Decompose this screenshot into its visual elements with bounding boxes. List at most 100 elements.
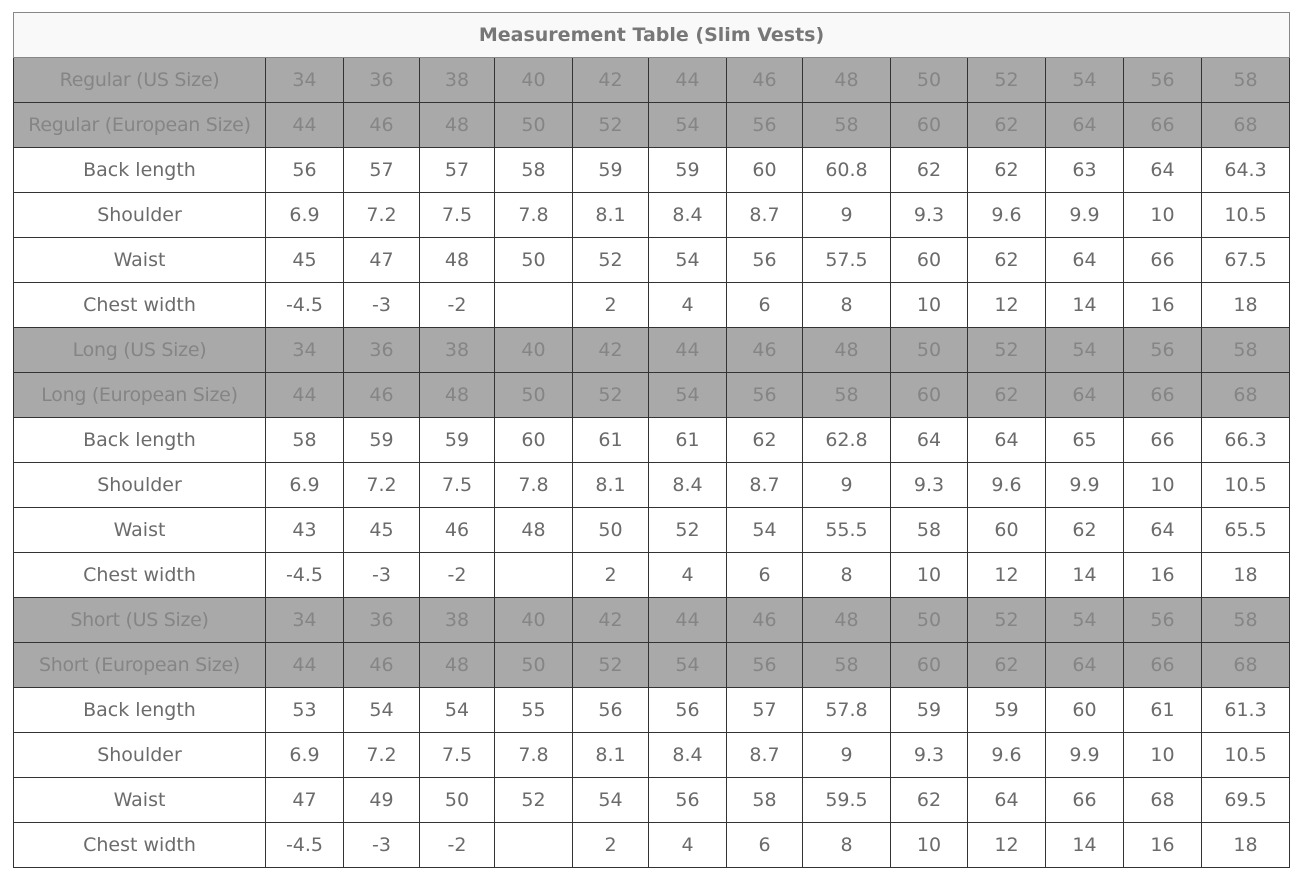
row-label: Back length [13,147,266,193]
cell: 62 [967,372,1046,418]
cell: 9.3 [890,192,968,238]
cell: 48 [802,597,891,643]
cell: 59 [967,687,1046,733]
row-label: Waist [13,237,266,283]
cell: 57 [343,147,420,193]
cell: 54 [1045,57,1124,103]
cell: 7.5 [419,192,495,238]
cell: 60 [726,147,803,193]
cell: 66 [1045,777,1124,823]
cell: 56 [726,642,803,688]
cell: 67.5 [1200,237,1291,283]
cell: 62 [890,147,968,193]
size-header-row-us: Regular (US Size) 34 36 38 40 42 44 46 48 50 52 54 5… [13,57,1291,103]
cell: 14 [1045,822,1124,868]
cell: 56 [726,237,803,283]
cell: 48 [419,102,495,148]
cell: 52 [967,327,1046,373]
cell: 60 [967,507,1046,553]
cell: 68 [1200,372,1291,418]
cell: 10.5 [1200,462,1291,508]
cell: 58 [802,372,891,418]
cell: 58 [802,642,891,688]
cell: 34 [265,57,344,103]
cell: 52 [967,57,1046,103]
cell: 4 [648,282,727,328]
cell: 60 [890,102,968,148]
cell: 58 [494,147,573,193]
cell: 8.7 [726,462,803,508]
cell: 53 [265,687,344,733]
cell: 64 [967,777,1046,823]
cell: 48 [802,57,891,103]
row-label: Chest width [13,822,266,868]
cell: 8.7 [726,732,803,778]
cell: -2 [419,822,495,868]
cell: 68 [1200,102,1291,148]
cell: 58 [726,777,803,823]
cell: 64 [1045,102,1124,148]
measurement-row: Back length 58 59 59 60 61 61 62 62.8 64 64 65 66 66.… [13,417,1291,463]
cell: 10.5 [1200,732,1291,778]
cell: 8.4 [648,462,727,508]
cell: 10 [890,282,968,328]
cell: 49 [343,777,420,823]
cell: 56 [726,102,803,148]
cell: 4 [648,822,727,868]
cell: 44 [648,597,727,643]
measurement-row: Waist 45 47 48 50 52 54 56 57.5 60 62 64 66 67.5 [13,237,1291,283]
row-label: Shoulder [13,462,266,508]
cell: 60 [494,417,573,463]
cell: 54 [343,687,420,733]
cell: 9.6 [967,192,1046,238]
cell: -4.5 [265,282,344,328]
cell: 12 [967,552,1046,598]
measurement-row: Chest width -4.5 -3 -2 2 4 6 8 10 12 14 16 18 [13,822,1291,868]
title-row: Measurement Table (Slim Vests) [12,12,1291,58]
cell: 54 [1045,327,1124,373]
cell: 62 [967,102,1046,148]
cell: 9 [802,732,891,778]
cell: 61 [1123,687,1202,733]
cell: 7.5 [419,732,495,778]
cell: 65.5 [1200,507,1291,553]
cell: 38 [419,57,495,103]
cell: 66 [1123,102,1202,148]
cell [494,822,573,868]
cell: 62.8 [802,417,891,463]
cell: 9.6 [967,732,1046,778]
cell: 9 [802,462,891,508]
cell: 7.8 [494,732,573,778]
cell: 6 [726,282,803,328]
cell: 2 [572,282,649,328]
cell: 61 [648,417,727,463]
cell: 56 [726,372,803,418]
row-label: Back length [13,687,266,733]
cell: 34 [265,327,344,373]
cell: 8.4 [648,732,727,778]
cell: 50 [494,102,573,148]
size-header-row-us: Short (US Size) 34 36 38 40 42 44 46 48 50 52 54 56 5… [13,597,1291,643]
cell: 60 [1045,687,1124,733]
cell: 50 [572,507,649,553]
cell: -2 [419,282,495,328]
cell: 62 [967,237,1046,283]
cell: 40 [494,597,573,643]
cell: 34 [265,597,344,643]
cell: 7.5 [419,462,495,508]
cell: 44 [265,372,344,418]
cell [494,552,573,598]
cell: 48 [419,237,495,283]
table-title: Measurement Table (Slim Vests) [12,12,1291,58]
cell: 8.7 [726,192,803,238]
cell: 54 [726,507,803,553]
cell: 52 [572,642,649,688]
cell: 9.3 [890,462,968,508]
cell: 44 [265,102,344,148]
cell: 42 [572,327,649,373]
row-label: Waist [13,777,266,823]
row-label: Shoulder [13,732,266,778]
cell: 12 [967,282,1046,328]
cell: 55.5 [802,507,891,553]
cell: 58 [802,102,891,148]
